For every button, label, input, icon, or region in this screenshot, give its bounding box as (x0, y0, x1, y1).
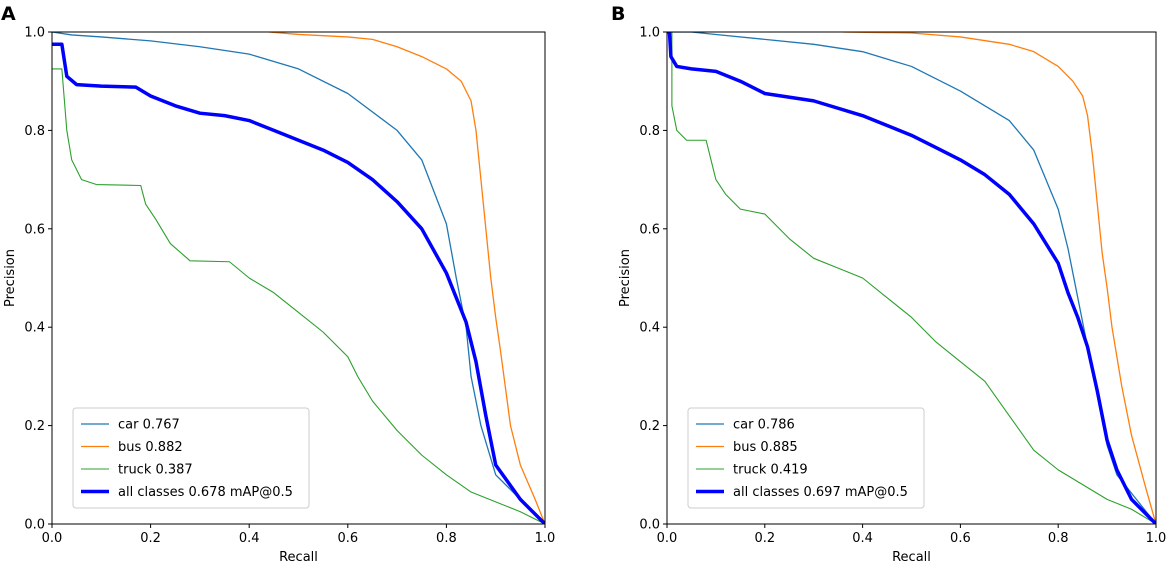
axes-frame (51, 31, 546, 525)
series-line-2 (52, 68, 545, 524)
x-tick-label: 0.8 (436, 531, 457, 546)
series-line-1 (843, 32, 1156, 524)
legend-entry: bus 0.882 (118, 440, 183, 455)
axes-frame (666, 31, 1157, 525)
y-tick-label: 1.0 (24, 26, 45, 41)
x-tick-label: 0.0 (657, 531, 678, 546)
y-tick-label: 0.6 (639, 222, 660, 237)
series-group (667, 32, 1156, 524)
panel-b: B 0.0 0.2 0.4 0.6 0.8 1.0 0.0 0.2 0.4 0.6 0.8 1.0 Rec… (611, 3, 1166, 565)
y-tick-label: 0.6 (24, 222, 45, 237)
x-tick-label: 0.4 (852, 531, 873, 546)
panel-a: A 0.0 0.2 0.4 0.6 0.8 1.0 0.0 0.2 0.4 0.6 0.8 1.0 Rec… (1, 3, 555, 565)
y-tick-label: 0.4 (24, 321, 45, 336)
x-axis-label: Recall (892, 550, 931, 565)
x-tick-label: 0.0 (42, 531, 63, 546)
panel-letter: A (1, 3, 16, 25)
legend-entry: truck 0.419 (733, 463, 808, 478)
legend-box (687, 407, 925, 509)
legend-entry: all classes 0.697 mAP@0.5 (733, 485, 908, 500)
legend-entry: car 0.767 (118, 418, 180, 433)
y-tick-label: 0.8 (24, 124, 45, 139)
x-tick-label: 0.8 (1048, 531, 1069, 546)
x-tick-label: 0.6 (337, 531, 358, 546)
series-line-0 (52, 32, 545, 524)
y-axis-label: Precision (618, 249, 633, 307)
series-line-3 (52, 42, 545, 524)
series-line-2 (671, 32, 1156, 524)
legend-entry: bus 0.885 (733, 440, 798, 455)
series-group (52, 32, 545, 524)
legend-entry: car 0.786 (733, 418, 795, 433)
x-axis-label: Recall (279, 550, 318, 565)
y-tick-label: 0.0 (24, 518, 45, 533)
legend: car 0.767 bus 0.882 truck 0.387 all classes… (72, 407, 310, 509)
x-tick-label: 0.2 (754, 531, 775, 546)
y-tick-label: 0.2 (24, 419, 45, 434)
y-tick-label: 0.0 (639, 518, 660, 533)
legend: car 0.786 bus 0.885 truck 0.419 all classes… (687, 407, 925, 509)
series-line-1 (268, 32, 545, 524)
x-tick-label: 1.0 (1146, 531, 1167, 546)
legend-box (72, 407, 310, 509)
y-tick-label: 0.8 (639, 124, 660, 139)
series-line-3 (667, 32, 1156, 524)
y-tick-label: 0.2 (639, 419, 660, 434)
x-tick-label: 0.4 (239, 531, 260, 546)
panel-letter: B (611, 3, 625, 25)
x-tick-label: 1.0 (535, 531, 556, 546)
y-tick-label: 1.0 (639, 26, 660, 41)
legend-entry: all classes 0.678 mAP@0.5 (118, 485, 293, 500)
y-axis-label: Precision (3, 249, 18, 307)
x-tick-label: 0.6 (950, 531, 971, 546)
x-tick-label: 0.2 (140, 531, 161, 546)
y-tick-label: 0.4 (639, 321, 660, 336)
legend-entry: truck 0.387 (118, 463, 193, 478)
